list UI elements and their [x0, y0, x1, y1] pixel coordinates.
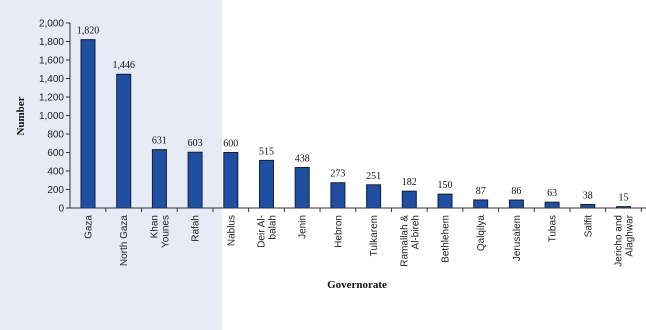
y-tick-label: 1,000	[39, 111, 64, 122]
data-label: 273	[330, 169, 345, 180]
y-tick-label: 800	[47, 130, 64, 141]
x-tick-label: Rafah	[191, 215, 202, 242]
bar	[366, 184, 382, 209]
x-tick-label: Nablus	[226, 215, 237, 246]
y-tick-label: 1,800	[39, 37, 64, 48]
x-tick-label: Ramallah &Al-bireh	[399, 215, 421, 267]
data-label: 603	[188, 138, 203, 149]
data-label: 87	[476, 186, 486, 197]
x-tick-label: Hebron	[333, 215, 344, 248]
x-tick-label: Qalqilya	[476, 215, 487, 252]
data-label: 1,820	[77, 26, 100, 37]
data-label: 150	[438, 180, 453, 191]
bar	[330, 182, 346, 209]
bar	[80, 39, 96, 209]
y-tick-label: 400	[47, 167, 64, 178]
data-label: 38	[583, 190, 593, 201]
data-label: 182	[402, 177, 417, 188]
data-label: 600	[223, 139, 238, 150]
bar	[544, 201, 560, 209]
x-tick-label: Jericho andAlaghwar	[614, 214, 636, 266]
bar	[187, 151, 203, 209]
bar	[473, 199, 489, 209]
bar	[580, 203, 596, 209]
bar	[223, 152, 239, 209]
y-tick-label: 600	[47, 148, 64, 159]
x-tick-label: Deir Al-balah	[257, 215, 279, 248]
data-label: 515	[259, 146, 274, 157]
bar	[401, 190, 417, 209]
y-tick-label: 0	[58, 204, 64, 215]
x-tick-label: Jerusalem	[512, 215, 523, 261]
y-tick-label: 200	[47, 185, 64, 196]
data-label: 63	[547, 188, 557, 199]
y-tick-label: 1,600	[39, 56, 64, 67]
x-tick-label: Salfit	[583, 215, 594, 237]
x-tick-label: North Gaza	[119, 215, 130, 267]
bar	[116, 73, 132, 209]
data-label: 251	[366, 171, 381, 182]
data-label: 86	[511, 186, 521, 197]
data-label: 438	[295, 153, 310, 164]
bar	[508, 199, 524, 209]
data-label: 15	[619, 193, 629, 204]
bar	[294, 166, 310, 209]
shaded-region	[0, 0, 222, 330]
data-label: 1,446	[112, 60, 135, 71]
x-tick-label: Tulkarem	[369, 215, 380, 256]
x-axis-title: Governorate	[327, 279, 387, 291]
x-tick-label: Tubas	[548, 215, 559, 242]
x-tick-label: Bethlehem	[441, 215, 452, 263]
bar	[151, 149, 167, 209]
y-tick-label: 2,000	[39, 19, 64, 30]
y-axis-title: Number	[15, 96, 27, 135]
x-tick-label: KhanYounes	[149, 215, 171, 248]
bar	[259, 159, 274, 209]
y-tick-label: 1,400	[39, 74, 64, 85]
x-tick-label: Gaza	[84, 215, 95, 239]
data-label: 631	[152, 136, 167, 147]
y-tick-label: 1,200	[39, 93, 64, 104]
x-tick-label: Jenin	[298, 215, 309, 239]
bar	[437, 193, 453, 209]
